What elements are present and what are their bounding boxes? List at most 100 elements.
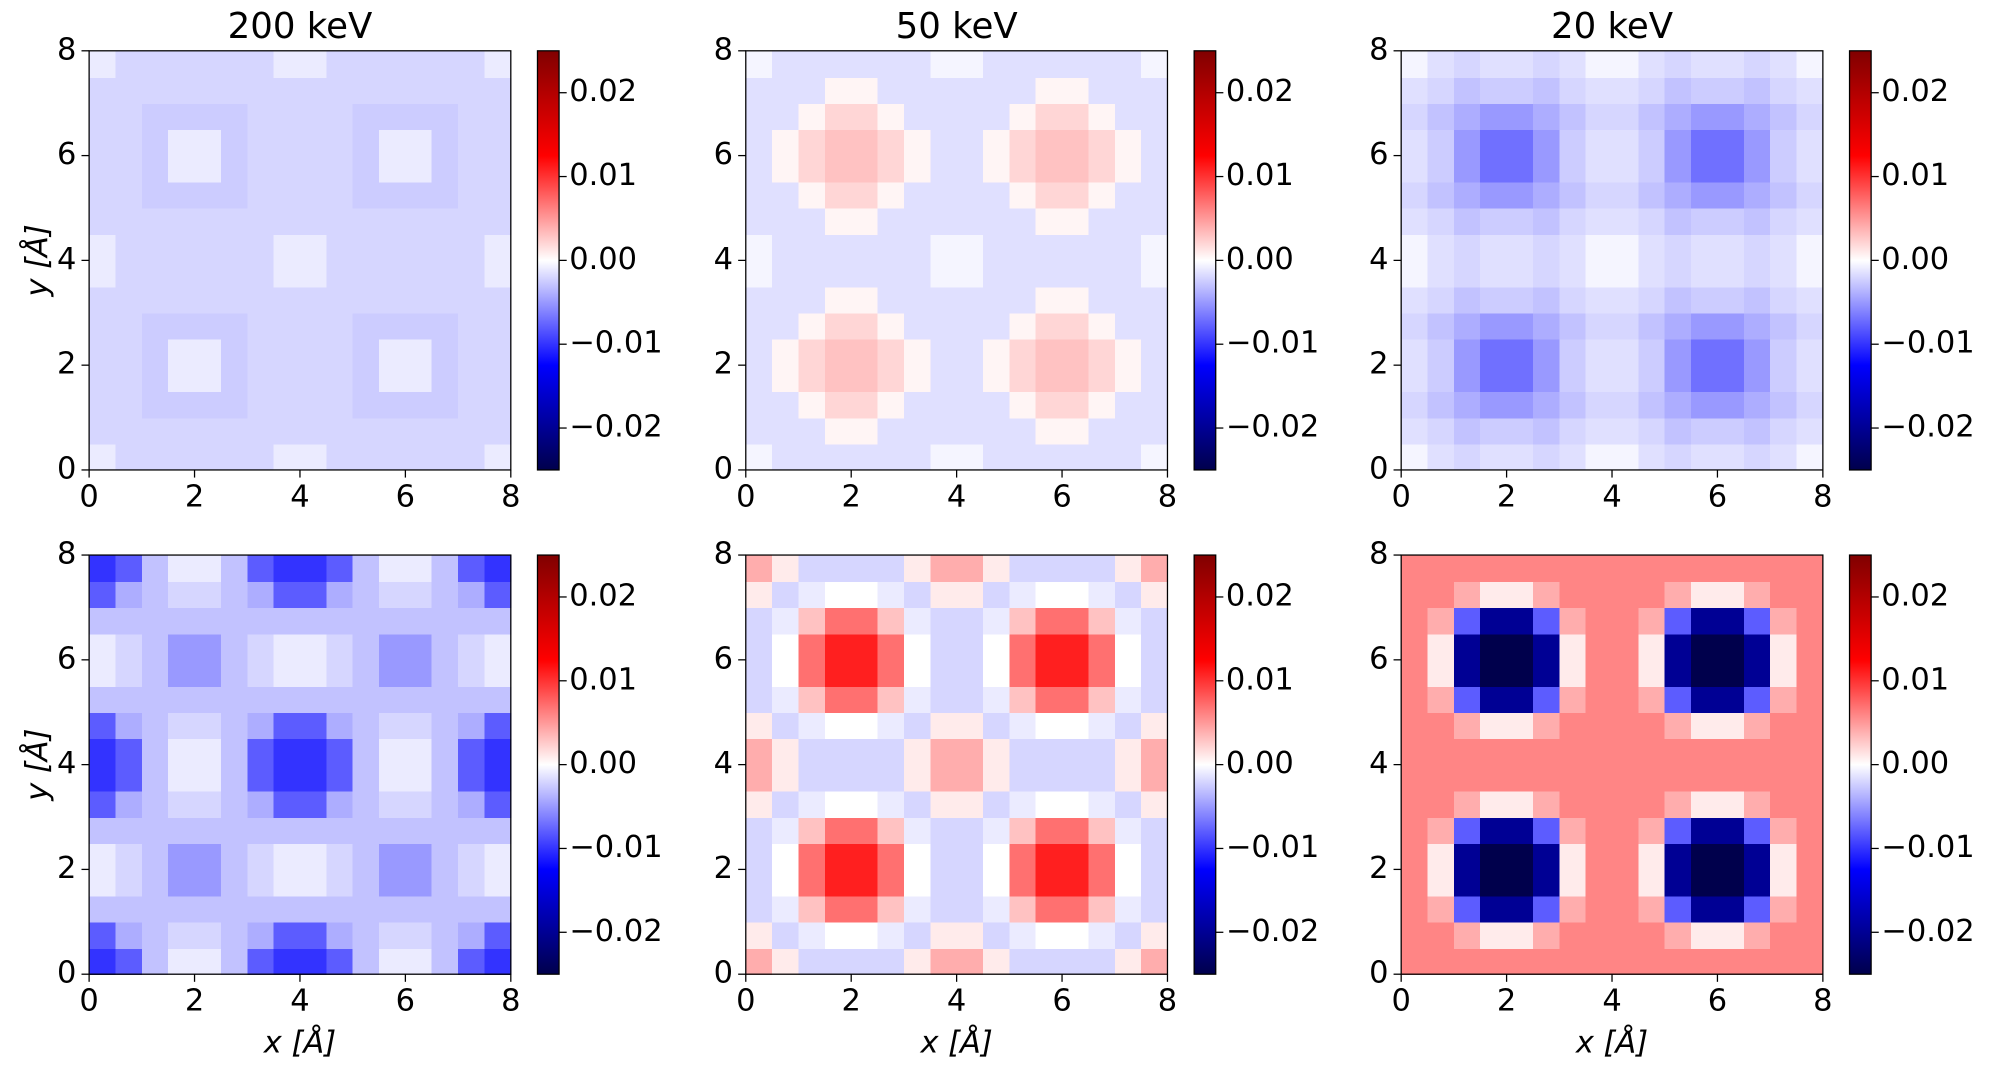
heatmap-cell	[431, 686, 459, 713]
heatmap-cell	[484, 843, 512, 871]
heatmap-cell	[1638, 260, 1666, 288]
heatmap-cell	[1427, 207, 1455, 235]
heatmap-cell	[1088, 738, 1116, 766]
heatmap-cell	[431, 633, 459, 661]
heatmap-cell	[1532, 607, 1561, 635]
heatmap-cell	[1009, 234, 1037, 262]
heatmap-cell	[1506, 895, 1534, 923]
heatmap-cell	[141, 843, 169, 871]
heatmap-cell	[1796, 417, 1824, 445]
heatmap-cell	[930, 443, 958, 471]
heatmap-cell	[299, 790, 328, 818]
heatmap-cell	[930, 77, 958, 104]
heatmap-cell	[745, 921, 773, 949]
heatmap-cell	[1770, 155, 1798, 183]
heatmap-cell	[982, 895, 1011, 923]
heatmap-cell	[1480, 181, 1508, 209]
heatmap-cell	[1559, 686, 1587, 713]
heatmap-cell	[141, 312, 169, 340]
y-tick-label: 2	[714, 851, 733, 886]
heatmap-cell	[1796, 764, 1824, 792]
heatmap-cell	[273, 633, 301, 661]
heatmap-cell	[1035, 207, 1063, 235]
heatmap-cell	[194, 417, 222, 445]
heatmap-cell	[824, 948, 852, 975]
heatmap-cell	[1638, 633, 1666, 661]
heatmap-cell	[956, 764, 984, 792]
heatmap-cell	[1427, 921, 1455, 949]
heatmap-cell	[1717, 686, 1745, 713]
heatmap-cell	[1009, 895, 1037, 923]
heatmap-cell	[352, 633, 380, 661]
heatmap-cell	[798, 790, 826, 818]
heatmap-cell	[431, 312, 459, 340]
heatmap-cell	[273, 103, 301, 131]
heatmap-cell	[745, 948, 773, 975]
heatmap-cell	[352, 286, 380, 314]
heatmap-cell	[851, 712, 879, 740]
heatmap-cell	[877, 443, 905, 471]
heatmap-cell	[1691, 391, 1719, 419]
heatmap-cell	[1743, 103, 1771, 131]
heatmap-cell	[168, 633, 196, 661]
heatmap-cell	[1664, 738, 1692, 766]
heatmap-cell	[247, 712, 275, 740]
heatmap-cell	[1480, 312, 1508, 340]
heatmap-cell	[798, 391, 826, 419]
heatmap-cell	[247, 338, 275, 366]
heatmap-cell	[877, 50, 905, 78]
heatmap-cell	[115, 948, 143, 975]
colorbar-tick-label: 0.00	[569, 242, 637, 277]
heatmap-cell	[1532, 391, 1561, 419]
heatmap-cell	[484, 948, 512, 975]
heatmap-cell	[1532, 181, 1561, 209]
heatmap-cell	[1009, 338, 1037, 366]
heatmap-cell	[1638, 129, 1666, 157]
heatmap-cell	[141, 286, 169, 314]
heatmap-cell	[798, 712, 826, 740]
heatmap-cell	[1453, 338, 1482, 366]
heatmap-cell	[824, 764, 852, 792]
heatmap-cell	[1664, 365, 1692, 393]
heatmap-cell	[1612, 77, 1640, 104]
heatmap-cell	[1638, 286, 1666, 314]
heatmap-cell	[851, 443, 879, 471]
heatmap-cell	[1035, 365, 1063, 393]
heatmap-cell	[877, 77, 905, 104]
heatmap-cell	[772, 234, 800, 262]
y-tick-label: 4	[57, 746, 76, 781]
heatmap-cell	[1585, 843, 1613, 871]
x-tick-label: 6	[1708, 984, 1727, 1019]
heatmap-cell	[168, 686, 196, 713]
heatmap-cell	[877, 260, 905, 288]
heatmap-cell	[1035, 286, 1063, 314]
heatmap-cell	[1009, 921, 1037, 949]
heatmap-cell	[1506, 659, 1534, 687]
heatmap-cell	[1612, 817, 1640, 844]
heatmap-cell	[1009, 712, 1037, 740]
y-tick-label: 6	[714, 137, 733, 172]
heatmap-cell	[1638, 207, 1666, 235]
x-tick-label: 8	[1813, 984, 1832, 1019]
heatmap-cell	[458, 686, 486, 713]
heatmap-cell	[1114, 843, 1142, 871]
heatmap-cell	[115, 103, 143, 131]
heatmap-cell	[379, 581, 407, 609]
colorbar-tick-label: −0.02	[1881, 410, 1974, 445]
heatmap-cell	[220, 286, 249, 314]
heatmap-cell	[247, 234, 275, 262]
heatmap-cell	[168, 817, 196, 844]
colorbar-tick-label: 0.02	[1226, 74, 1294, 109]
heatmap-cell	[1717, 155, 1745, 183]
panel-title: 200 keV	[228, 6, 373, 47]
heatmap-cell	[1427, 365, 1455, 393]
colorbar	[1848, 50, 1872, 471]
heatmap-cell	[326, 764, 354, 792]
heatmap-cell	[1743, 686, 1771, 713]
heatmap-cell	[982, 948, 1011, 975]
heatmap-cell	[930, 659, 958, 687]
heatmap-cell	[247, 181, 275, 209]
heatmap-cell	[1453, 948, 1482, 975]
heatmap-cell	[484, 103, 512, 131]
heatmap-cell	[1088, 417, 1116, 445]
